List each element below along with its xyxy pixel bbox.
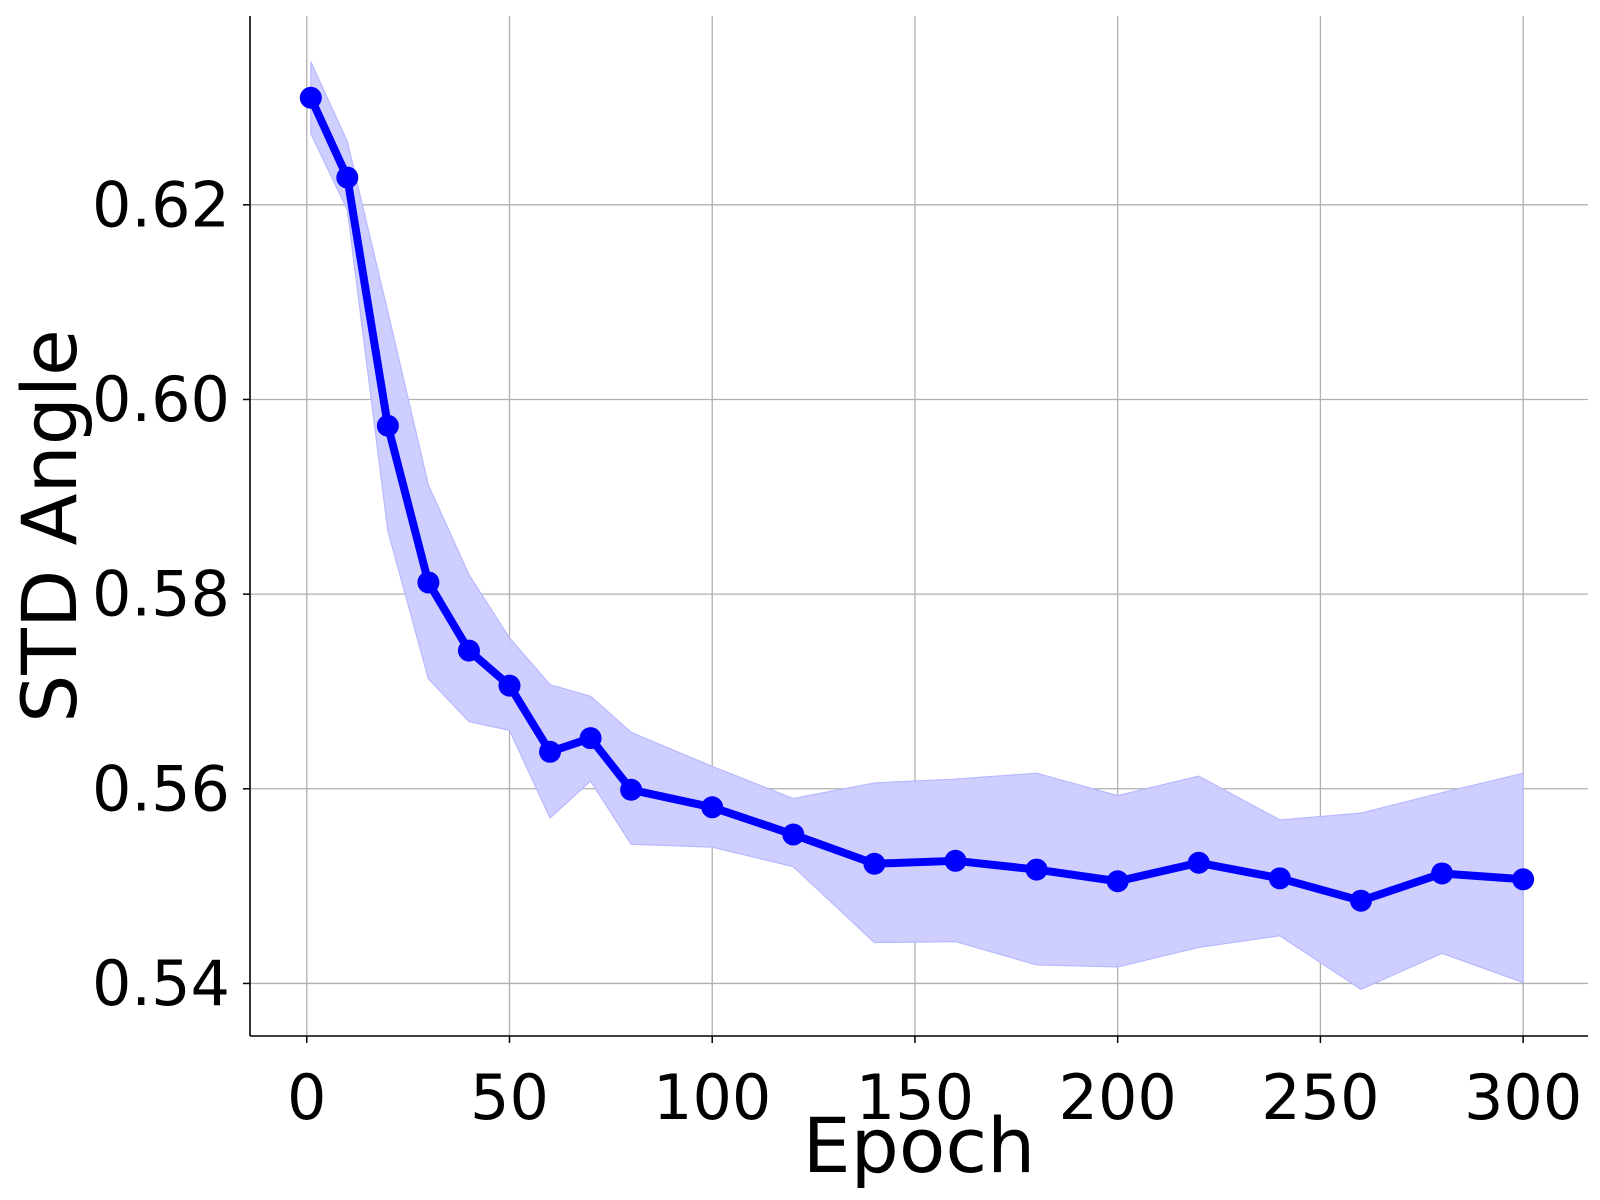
y-tick-label: 0.56	[92, 752, 230, 825]
x-tick-label: 250	[1261, 1061, 1379, 1134]
x-tick-label: 200	[1059, 1061, 1177, 1134]
y-tick-label: 0.62	[92, 168, 230, 241]
x-axis-label: Epoch	[803, 1101, 1036, 1190]
y-tick-label: 0.54	[92, 947, 230, 1020]
y-tick-label: 0.58	[92, 558, 230, 631]
data-point	[1349, 889, 1372, 912]
y-tick-labels: 0.54 0.56 0.58 0.60 0.62	[92, 168, 250, 1020]
data-point	[701, 796, 724, 819]
series-points	[299, 86, 1535, 912]
x-tick-label: 0	[287, 1061, 326, 1134]
data-point	[579, 727, 602, 750]
data-point	[944, 849, 967, 872]
data-point	[539, 740, 562, 763]
data-point	[376, 414, 399, 437]
x-tick-label: 100	[653, 1061, 771, 1134]
std-band	[310, 61, 1524, 990]
y-tick-label: 0.60	[92, 363, 230, 436]
x-tick-label: 150	[856, 1061, 974, 1134]
data-point	[863, 852, 886, 875]
data-point	[1431, 862, 1454, 885]
data-point	[1187, 851, 1210, 874]
y-axis-label: STD Angle	[5, 329, 94, 723]
data-point	[1025, 858, 1048, 881]
mean-line	[306, 93, 1528, 905]
axes-spines	[249, 16, 1588, 1037]
data-point	[417, 571, 440, 594]
x-tick-label: 300	[1464, 1061, 1582, 1134]
data-point	[457, 639, 480, 662]
confidence-band	[310, 61, 1524, 990]
data-point	[498, 674, 521, 697]
data-point	[1106, 870, 1129, 893]
data-point	[782, 823, 805, 846]
x-tick-label: 50	[470, 1061, 549, 1134]
data-point	[1512, 868, 1535, 891]
data-point	[299, 86, 322, 109]
data-point	[336, 166, 359, 189]
data-point	[620, 778, 643, 801]
series-line	[306, 93, 1528, 905]
x-tick-labels: 0 50 100 150 200 250 300	[287, 1036, 1582, 1134]
data-point	[1268, 867, 1291, 890]
